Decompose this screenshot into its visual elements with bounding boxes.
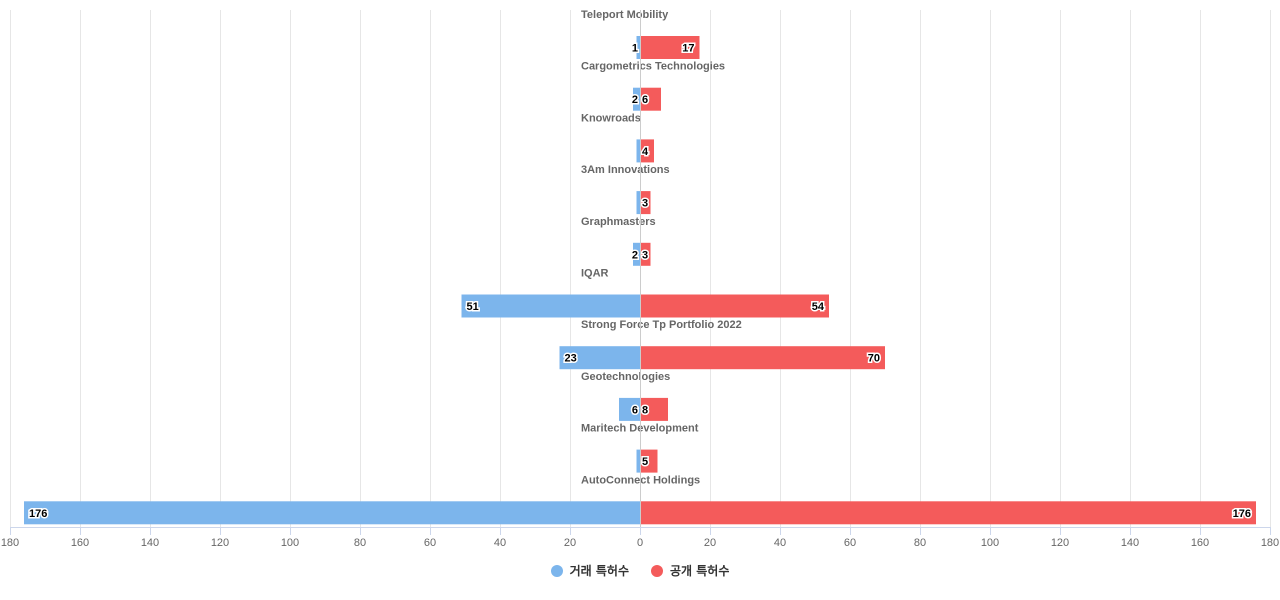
diverging-bar-chart: Teleport Mobility 1 17 Cargometrics Technol… (1, 9, 1279, 549)
bar-published[interactable] (640, 191, 651, 215)
legend-item-traded[interactable]: 거래 특허수 (550, 562, 629, 579)
legend-label-traded: 거래 특허수 (569, 564, 629, 578)
bar-traded[interactable] (619, 397, 640, 421)
bar-traded[interactable] (636, 191, 641, 215)
x-tick-label: 140 (141, 537, 159, 549)
data-label-published: 54 (812, 301, 825, 313)
data-label-published: 176 (1233, 508, 1251, 520)
data-label-published: 17 (682, 43, 694, 55)
data-label-traded: 51 (467, 301, 479, 313)
data-label-published: 3 (642, 198, 648, 210)
category-label: IQAR (581, 268, 609, 280)
bar-traded[interactable] (633, 242, 640, 266)
bar-published[interactable] (640, 139, 654, 163)
legend-label-published: 공개 특허수 (670, 564, 730, 578)
x-tick-label: 180 (1, 537, 19, 549)
x-tick-label: 120 (211, 537, 229, 549)
category-label: Graphmasters (581, 216, 656, 228)
x-tick-label: 0 (637, 537, 643, 549)
x-tick-label: 60 (424, 537, 436, 549)
category-label: 3Am Innovations (581, 164, 670, 176)
bar-traded[interactable] (461, 294, 641, 318)
legend-swatch-published (651, 564, 663, 577)
bar-published[interactable] (640, 501, 1256, 525)
category-label: Cargometrics Technologies (581, 61, 725, 73)
data-label-published: 4 (642, 146, 649, 158)
data-label-traded: 2 (632, 94, 638, 106)
legend-item-published[interactable]: 공개 특허수 (651, 562, 729, 579)
x-tick-label: 60 (844, 537, 856, 549)
bar-published[interactable] (640, 449, 658, 473)
x-tick-label: 80 (914, 537, 926, 549)
bar-traded[interactable] (636, 139, 641, 163)
x-tick-label: 180 (1261, 537, 1279, 549)
bar-published[interactable] (640, 346, 885, 370)
x-tick-label: 20 (704, 537, 716, 549)
x-tick-label: 120 (1051, 537, 1069, 549)
category-label: Maritech Development (581, 423, 699, 435)
category-label: Knowroads (581, 112, 641, 124)
bar-traded[interactable] (24, 501, 640, 525)
x-tick-label: 160 (71, 537, 89, 549)
bar-traded[interactable] (559, 346, 641, 370)
bar-published[interactable] (640, 294, 829, 318)
bar-published[interactable] (640, 242, 651, 266)
data-label-published: 70 (868, 353, 880, 365)
bar-traded[interactable] (636, 36, 641, 59)
category-label: Geotechnologies (581, 371, 670, 383)
bar-published[interactable] (640, 397, 668, 421)
data-label-published: 5 (642, 456, 648, 468)
data-label-traded: 23 (565, 353, 577, 365)
x-tick-label: 40 (494, 537, 506, 549)
data-label-published: 8 (642, 404, 648, 416)
bar-published[interactable] (640, 36, 700, 59)
x-tick-label: 20 (564, 537, 576, 549)
data-label-traded: 1 (632, 43, 638, 55)
category-label: Teleport Mobility (581, 9, 669, 21)
x-tick-label: 100 (281, 537, 299, 549)
data-label-published: 6 (642, 94, 648, 106)
bar-traded[interactable] (636, 449, 641, 473)
x-tick-label: 80 (354, 537, 366, 549)
bar-traded[interactable] (633, 87, 640, 111)
data-label-published: 3 (642, 249, 648, 261)
legend: 거래 특허수 공개 특허수 (0, 562, 1280, 579)
category-label: Strong Force Tp Portfolio 2022 (581, 319, 742, 331)
data-label-traded: 6 (632, 404, 638, 416)
x-tick-label: 100 (981, 537, 999, 549)
x-tick-label: 140 (1121, 537, 1139, 549)
data-label-traded: 176 (29, 508, 47, 520)
bar-published[interactable] (640, 87, 661, 111)
x-tick-label: 40 (774, 537, 786, 549)
x-tick-label: 160 (1191, 537, 1209, 549)
data-label-traded: 2 (632, 249, 638, 261)
legend-swatch-traded (550, 564, 563, 577)
